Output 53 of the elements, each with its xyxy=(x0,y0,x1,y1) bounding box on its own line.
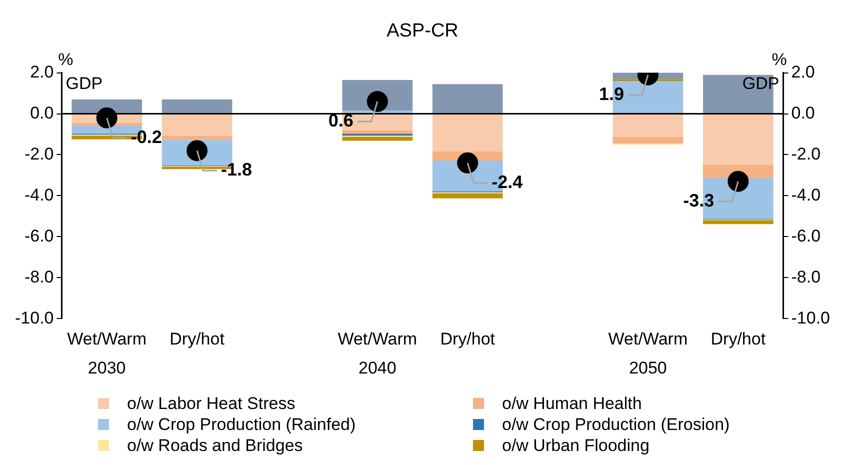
legend-label: o/w Labor Heat Stress xyxy=(127,393,296,414)
legend-label: o/w Roads and Bridges xyxy=(127,435,303,456)
x-tick-label: Wet/Warm xyxy=(338,329,418,348)
y2-tick-label: 0.0 xyxy=(791,103,815,122)
x-tick-label: Dry/hot xyxy=(170,329,225,348)
bar xyxy=(342,110,413,114)
legend-label: o/w Human Health xyxy=(502,393,642,414)
legend-label: o/w Crop Production (Erosion) xyxy=(502,414,730,435)
bar xyxy=(702,114,774,165)
legend-label: o/w Urban Flooding xyxy=(502,435,650,456)
data-label: -0.2 xyxy=(130,126,162,147)
text: 2030 xyxy=(88,358,126,378)
y2-tick-label: -6.0 xyxy=(791,226,821,246)
bar xyxy=(432,114,503,152)
bar xyxy=(432,193,503,198)
data-label: -2.4 xyxy=(492,172,523,192)
legend-label: o/w Crop Production (Rainfed) xyxy=(127,414,356,435)
data-label: 1.9 xyxy=(598,84,624,104)
text: 2050 xyxy=(629,358,667,378)
x-tick-label: Dry/hot xyxy=(710,329,766,348)
x-tick-label: Wet/Warm xyxy=(67,329,147,348)
y-tick-label: -4.0 xyxy=(24,185,54,204)
y-tick-label: 0.0 xyxy=(30,103,54,122)
y2-tick-label: 2.0 xyxy=(791,62,815,82)
x-tick-label: Wet/Warm xyxy=(608,329,688,348)
chart-title: ASP-CR xyxy=(386,20,458,42)
bar xyxy=(72,99,142,114)
point xyxy=(457,152,478,174)
bar xyxy=(162,114,232,136)
y2-tick-label: -4.0 xyxy=(791,185,821,204)
y-tick-label: 2.0 xyxy=(30,62,54,82)
y2-tick-label: -8.0 xyxy=(791,267,821,286)
y-tick-label: -10.0 xyxy=(15,308,54,328)
y-tick-label: -2.0 xyxy=(24,144,54,164)
bar xyxy=(162,136,232,140)
bar xyxy=(342,136,413,141)
bar xyxy=(612,136,684,144)
text: 2040 xyxy=(358,358,396,378)
y-tick-label: -8.0 xyxy=(24,267,54,286)
bar xyxy=(612,114,684,137)
y2-tick-label: -10.0 xyxy=(791,308,830,328)
y2-tick-label: -2.0 xyxy=(791,144,821,164)
point xyxy=(728,170,749,192)
data-label: -3.3 xyxy=(683,190,714,210)
bar xyxy=(432,84,503,114)
data-label: -1.8 xyxy=(221,160,252,180)
x-tick-label: Dry/hot xyxy=(440,329,496,348)
y-axis-title: % GDP xyxy=(58,50,103,93)
bar xyxy=(162,99,232,114)
data-label: 0.6 xyxy=(328,110,354,130)
y-tick-label: -6.0 xyxy=(24,226,54,246)
bar xyxy=(702,220,774,224)
bar xyxy=(342,130,413,134)
